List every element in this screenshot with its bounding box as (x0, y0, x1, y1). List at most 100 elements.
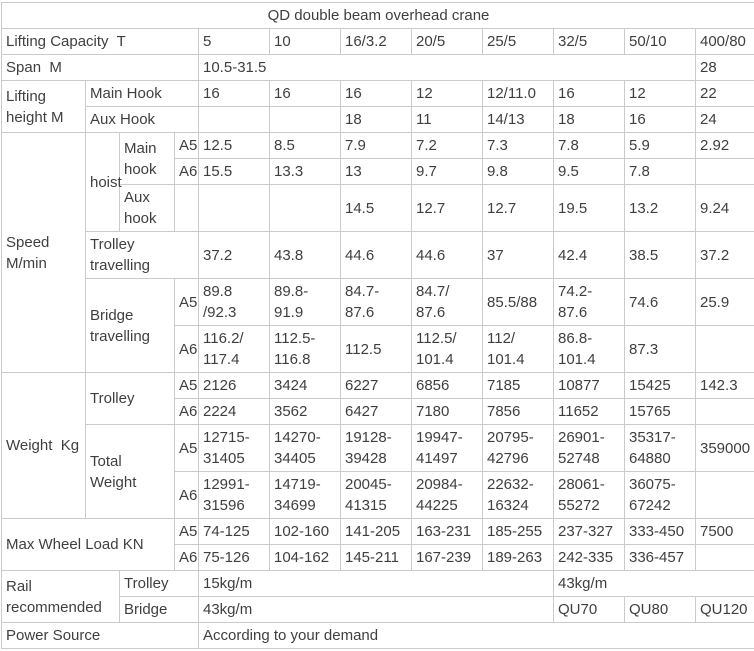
hoist-aux-value: 13.2 (624, 184, 696, 232)
a5-class-label: A5 (174, 132, 199, 159)
bridge-a6-value: 116.2/ 117.4 (198, 325, 270, 373)
capacity-value: 400/80 (695, 28, 754, 55)
bridge-travelling-label: Bridge travelling (85, 278, 175, 373)
capacity-value: 25/5 (482, 28, 554, 55)
main-hook-value: 16 (553, 80, 625, 107)
span-label: Span M (1, 54, 199, 81)
trolley-travelling-value: 37.2 (695, 231, 754, 279)
max-wheel-a6-value (695, 544, 754, 571)
weight-trolley-a6-value: 3562 (269, 398, 341, 425)
weight-trolley-a6-value: 11652 (553, 398, 625, 425)
max-wheel-a6-value: 104-162 (269, 544, 341, 571)
max-wheel-a5-value: 237-327 (553, 518, 625, 545)
hoist-aux-value (198, 184, 270, 232)
weight-total-a6-value: 28061- 55272 (553, 471, 625, 519)
table-title: QD double beam overhead crane (1, 2, 754, 29)
weight-total-a5-value: 19128- 39428 (340, 424, 412, 472)
max-wheel-a6-value: 75-126 (198, 544, 270, 571)
max-wheel-a5-value: 185-255 (482, 518, 554, 545)
trolley-travelling-row: Trolley travelling 37.2 43.8 44.6 44.6 3… (2, 231, 754, 279)
aux-hook-value: 11 (411, 106, 483, 133)
a6-class-label: A6 (174, 398, 199, 425)
hoist-main-a6-value: 15.5 (198, 158, 270, 185)
rail-trolley-row: Rail recommended Trolley 15kg/m 43kg/m (1, 570, 754, 623)
capacity-value: 20/5 (411, 28, 483, 55)
main-hook-value: 12/11.0 (482, 80, 554, 107)
main-hook-value: 12 (411, 80, 483, 107)
hoist-aux-hook-label: Aux hook (119, 184, 175, 232)
power-source-label: Power Source (1, 622, 199, 649)
max-wheel-a6-value: 167-239 (411, 544, 483, 571)
bridge-a5-value: 89.8-91.9 (269, 278, 341, 326)
weight-total-a6-value: 22632- 16324 (482, 471, 554, 519)
max-wheel-a6-value: 242-335 (553, 544, 625, 571)
aux-hook-value: 16 (624, 106, 696, 133)
bridge-a6-value (695, 325, 754, 373)
bridge-a6-value: 112/ 101.4 (482, 325, 554, 373)
max-wheel-a5-row: Max Wheel Load KN A5 74-125 102-160 141-… (1, 518, 754, 571)
hoist-main-a5-value: 8.5 (269, 132, 341, 159)
max-wheel-a5-value: 74-125 (198, 518, 270, 545)
aux-hook-value: 18 (553, 106, 625, 133)
max-wheel-a6-value: 336-457 (624, 544, 696, 571)
bridge-a6-value: 112.5/ 101.4 (411, 325, 483, 373)
span-last: 28 (695, 54, 754, 81)
empty-cell (174, 184, 199, 232)
bridge-a6-value: 112.5 (340, 325, 412, 373)
weight-total-a6-value (695, 471, 754, 519)
a6-class-label: A6 (174, 158, 199, 185)
weight-trolley-a5-value: 7185 (482, 372, 554, 399)
capacity-value: 16/3.2 (340, 28, 412, 55)
weight-total-a6-value: 20984- 44225 (411, 471, 483, 519)
bridge-a5-value: 25.9 (695, 278, 754, 326)
hoist-main-a5-row: Speed M/min hoist Main hook A5 12.5 8.5 … (1, 132, 754, 373)
hoist-main-a6-value: 13 (340, 158, 412, 185)
capacity-value: 32/5 (553, 28, 625, 55)
weight-trolley-a5-value: 142.3 (695, 372, 754, 399)
max-wheel-a5-value: 102-160 (269, 518, 341, 545)
hoist-main-a5-value: 7.3 (482, 132, 554, 159)
main-hook-label: Main Hook (85, 80, 199, 107)
bridge-a5-value: 74.2-87.6 (553, 278, 625, 326)
hoist-main-hook-label: Main hook (119, 132, 175, 185)
weight-trolley-a6-value (695, 398, 754, 425)
max-wheel-a6-value: 189-263 (482, 544, 554, 571)
hoist-main-a6-row: A6 15.5 13.3 13 9.7 9.8 9.5 7.8 (2, 158, 754, 185)
capacity-value: 50/10 (624, 28, 696, 55)
max-wheel-load-label: Max Wheel Load KN (1, 518, 175, 571)
hoist-aux-value (269, 184, 341, 232)
hoist-aux-value: 14.5 (340, 184, 412, 232)
lifting-height-aux-row: Aux Hook 18 11 14/13 18 16 24 (2, 106, 754, 133)
bridge-a5-value: 84.7/ 87.6 (411, 278, 483, 326)
main-hook-value: 16 (198, 80, 270, 107)
weight-total-a6-value: 14719- 34699 (269, 471, 341, 519)
rail-bridge-qu120: QU120 (695, 596, 754, 623)
weight-trolley-a5-value: 3424 (269, 372, 341, 399)
trolley-travelling-value: 43.8 (269, 231, 341, 279)
weight-trolley-a5-value: 15425 (624, 372, 696, 399)
main-hook-value: 16 (340, 80, 412, 107)
hoist-main-a6-value (695, 158, 754, 185)
a6-class-label: A6 (174, 544, 199, 571)
hoist-label: hoist (85, 132, 122, 232)
main-hook-value: 12 (624, 80, 696, 107)
hoist-main-a5-value: 7.2 (411, 132, 483, 159)
weight-trolley-a5-value: 2126 (198, 372, 270, 399)
max-wheel-a5-value: 333-450 (624, 518, 696, 545)
weight-trolley-a6-row: A6 2224 3562 6427 7180 7856 11652 15765 (2, 398, 754, 425)
weight-trolley-a6-value: 2224 (198, 398, 270, 425)
title-row: QD double beam overhead crane (1, 2, 754, 29)
rail-bridge-label: Bridge (119, 596, 199, 623)
aux-hook-value: 18 (340, 106, 412, 133)
aux-hook-value: 24 (695, 106, 754, 133)
rail-trolley-label: Trolley (119, 570, 199, 597)
rail-trolley-value-left: 15kg/m (198, 570, 554, 597)
trolley-travelling-value: 44.6 (411, 231, 483, 279)
max-wheel-a5-value: 163-231 (411, 518, 483, 545)
weight-total-a5-value: 14270- 34405 (269, 424, 341, 472)
hoist-main-a5-value: 5.9 (624, 132, 696, 159)
aux-hook-value (198, 106, 270, 133)
rail-bridge-value-left: 43kg/m (198, 596, 554, 623)
trolley-travelling-label: Trolley travelling (85, 231, 199, 279)
